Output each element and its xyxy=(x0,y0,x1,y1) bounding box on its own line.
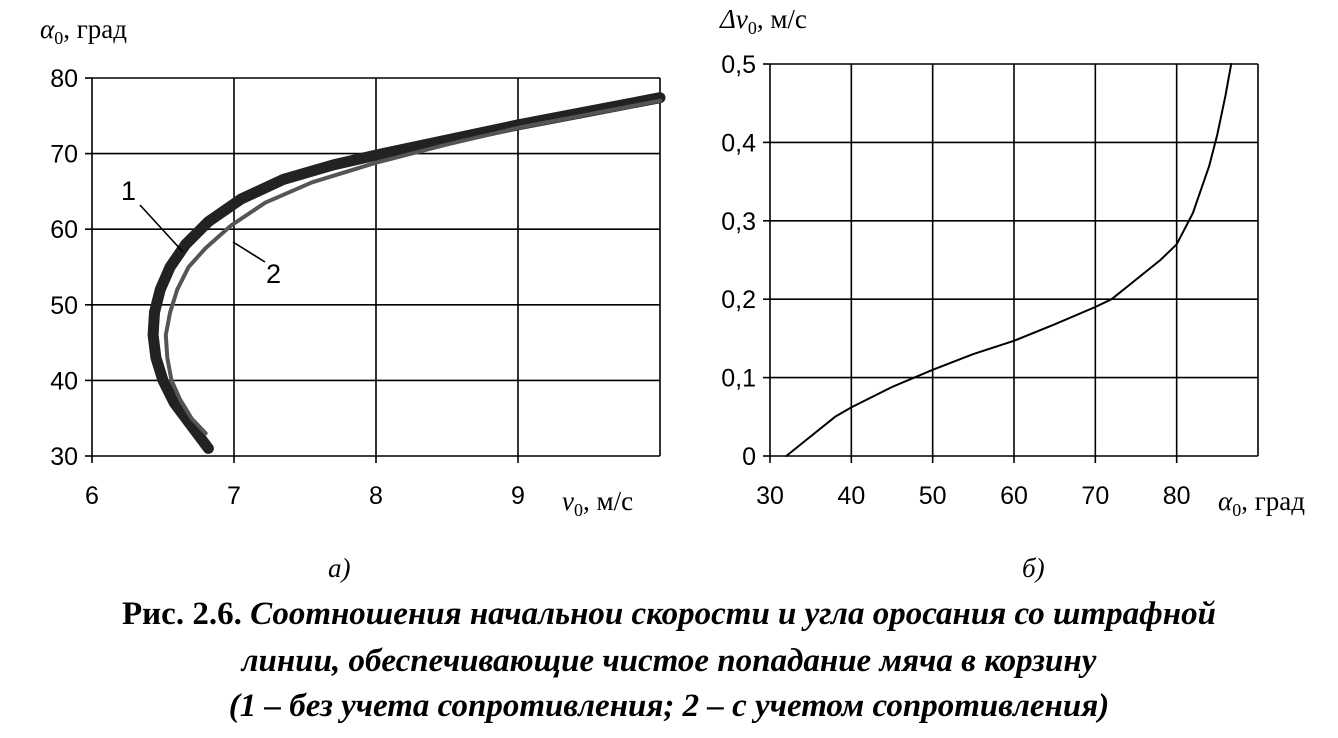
b-x-tick-label: 60 xyxy=(1000,482,1028,510)
chart-b-x-tick-labels: 30 40 50 60 70 80 xyxy=(756,482,1190,510)
chart-b-curves xyxy=(785,63,1233,457)
a-x-tick-label: 8 xyxy=(369,482,383,510)
caption-line-1: Соотношения начальнои скорости и угла ор… xyxy=(250,596,1216,632)
a-y-tick-label: 70 xyxy=(50,141,78,169)
chart-b-y-axis-label: Δv0, м/с xyxy=(719,4,807,38)
b-x-tick-label: 80 xyxy=(1163,482,1191,510)
a-series-1-line xyxy=(147,92,666,454)
chart-a-y-tick-labels: 30 40 50 60 70 80 xyxy=(50,65,78,471)
b-y-tick-label: 0,5 xyxy=(721,51,756,79)
b-y-tick-label: 0,1 xyxy=(721,365,756,393)
figure-caption: Рис. 2.6. Соотношения начальнои скорости… xyxy=(0,592,1338,636)
b-series-1-line xyxy=(785,63,1233,457)
chart-b-grid xyxy=(763,63,1259,463)
series-1-leader xyxy=(139,204,184,253)
a-series-2-line xyxy=(163,98,662,436)
b-y-tick-label: 0,4 xyxy=(721,129,756,157)
chart-b-x-axis-label: α0, град xyxy=(1218,486,1305,520)
b-x-tick-label: 30 xyxy=(756,482,784,510)
chart-a: 30 40 50 60 70 80 6 7 8 9 α0, град v0, м/с 1 2 а… xyxy=(40,14,666,583)
series-1-label: 1 xyxy=(121,176,136,206)
a-x-tick-label: 7 xyxy=(227,482,241,510)
a-y-tick-label: 40 xyxy=(50,367,78,395)
a-y-tick-label: 60 xyxy=(50,216,78,244)
chart-a-x-axis-label: v0, м/с xyxy=(562,486,633,520)
chart-a-panel-label: а) xyxy=(328,553,351,583)
series-2-leader xyxy=(232,241,266,263)
b-x-tick-label: 50 xyxy=(919,482,947,510)
a-y-tick-label: 80 xyxy=(50,65,78,93)
chart-a-y-axis-label: α0, град xyxy=(40,14,127,48)
b-x-tick-label: 40 xyxy=(837,482,865,510)
a-y-tick-label: 30 xyxy=(50,443,78,471)
chart-a-curves xyxy=(147,92,666,454)
b-y-tick-label: 0,2 xyxy=(721,286,756,314)
chart-a-x-tick-labels: 6 7 8 9 xyxy=(85,482,525,510)
series-2-label: 2 xyxy=(266,259,281,289)
chart-b-panel-label: б) xyxy=(1022,553,1045,583)
chart-b-y-tick-labels: 0 0,1 0,2 0,3 0,4 0,5 xyxy=(721,51,756,471)
a-x-tick-label: 9 xyxy=(511,482,525,510)
b-y-tick-label: 0,3 xyxy=(721,208,756,236)
caption-number: Рис. 2.6. xyxy=(122,596,242,632)
caption-line-2: линии, обеспечивающие чистое попадание м… xyxy=(241,643,1097,679)
b-y-tick-label: 0 xyxy=(742,443,756,471)
chart-b: 0 0,1 0,2 0,3 0,4 0,5 30 40 50 60 70 80 Δv0, м/с α… xyxy=(719,4,1305,583)
a-x-tick-label: 6 xyxy=(85,482,99,510)
caption-line-3: (1 – без учета сопротивления; 2 – с учет… xyxy=(228,688,1110,724)
a-y-tick-label: 50 xyxy=(50,292,78,320)
b-x-tick-label: 70 xyxy=(1081,482,1109,510)
